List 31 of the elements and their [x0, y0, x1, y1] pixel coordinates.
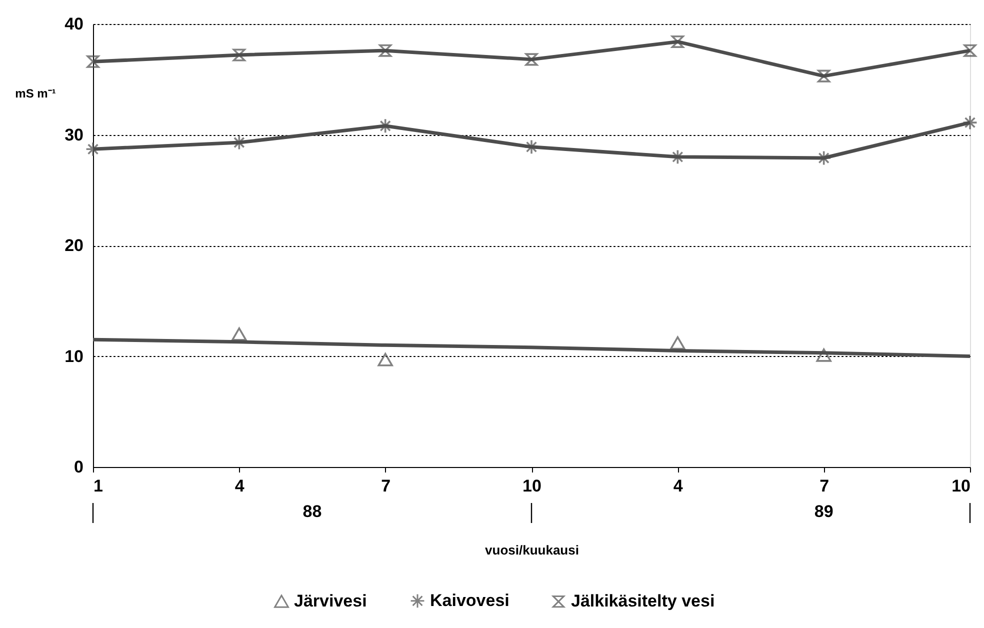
y-tick-label: 20: [64, 236, 84, 255]
legend-label: Järvivesi: [294, 591, 367, 610]
y-tick-label: 30: [64, 125, 84, 144]
point: [86, 55, 100, 68]
point: [962, 114, 978, 130]
point: [232, 48, 246, 62]
x-axis-title: vuosi/kuukausi: [485, 542, 579, 558]
point: [671, 35, 684, 48]
y-tick-label: 10: [64, 346, 84, 366]
point: [379, 44, 392, 57]
x-tick-label: 4: [673, 476, 684, 496]
text: 89: [814, 502, 834, 521]
text: 88: [302, 502, 322, 521]
x-tick-label: 7: [381, 476, 391, 496]
x-tick-label: 10: [522, 476, 542, 496]
legend-label: Jälkikäsitelty vesi: [571, 592, 715, 611]
point: [525, 53, 538, 66]
point: [232, 327, 247, 341]
x-tick-label: 4: [234, 476, 245, 496]
x-tick-label: 1: [94, 476, 103, 496]
point: [964, 44, 976, 57]
point: [378, 352, 393, 366]
point: [670, 336, 686, 350]
legend-label: Kaivovesi: [430, 590, 510, 610]
y-tick-label: 40: [64, 14, 84, 34]
y-tick-label: 0: [74, 458, 84, 476]
point: [816, 348, 832, 362]
x-tick-label: 10: [952, 476, 970, 496]
y-axis-title: mS m⁻¹: [15, 86, 56, 100]
point: [818, 70, 830, 82]
x-tick-label: 7: [820, 476, 830, 496]
